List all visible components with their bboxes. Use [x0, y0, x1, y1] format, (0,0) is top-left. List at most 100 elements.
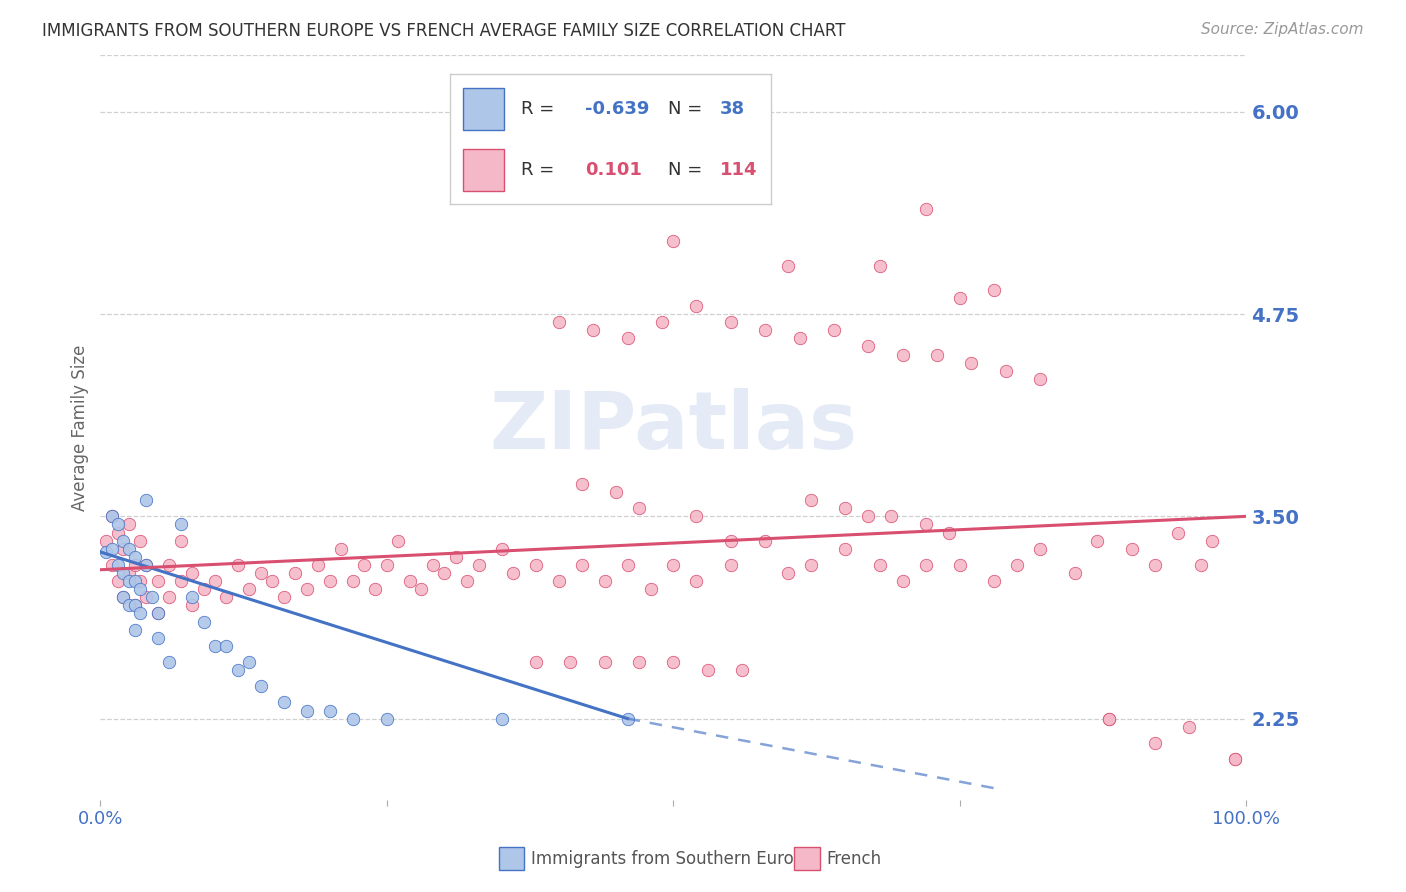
- Point: [101, 509, 124, 524]
- Point: [307, 558, 329, 572]
- Point: [107, 558, 129, 572]
- Point: [273, 695, 295, 709]
- Point: [249, 679, 271, 693]
- Point: [118, 541, 141, 556]
- Point: [651, 315, 673, 329]
- Point: [593, 655, 616, 669]
- Point: [94, 545, 117, 559]
- Point: [94, 533, 117, 548]
- Point: [273, 591, 295, 605]
- Point: [318, 574, 340, 588]
- Point: [112, 533, 135, 548]
- Text: ZIPatlas: ZIPatlas: [489, 388, 858, 467]
- Point: [754, 533, 776, 548]
- Point: [800, 493, 823, 508]
- Point: [914, 558, 936, 572]
- Point: [146, 574, 169, 588]
- Point: [169, 533, 191, 548]
- Point: [834, 501, 856, 516]
- Point: [112, 591, 135, 605]
- Point: [101, 509, 124, 524]
- Point: [582, 323, 605, 337]
- Point: [330, 541, 353, 556]
- Point: [571, 477, 593, 491]
- Point: [524, 137, 547, 152]
- Point: [869, 259, 891, 273]
- Point: [226, 558, 249, 572]
- Point: [204, 574, 226, 588]
- Point: [685, 509, 707, 524]
- Point: [1007, 558, 1029, 572]
- Point: [411, 582, 433, 596]
- Point: [616, 712, 638, 726]
- Point: [129, 533, 152, 548]
- Point: [547, 574, 569, 588]
- Point: [181, 599, 204, 613]
- Point: [249, 566, 271, 580]
- Point: [215, 591, 238, 605]
- Point: [720, 533, 742, 548]
- Point: [858, 509, 880, 524]
- Point: [118, 599, 141, 613]
- Point: [433, 566, 456, 580]
- Point: [1178, 720, 1201, 734]
- Point: [616, 331, 638, 345]
- Point: [129, 582, 152, 596]
- Point: [1223, 752, 1246, 766]
- Point: [157, 558, 180, 572]
- Point: [696, 663, 718, 677]
- Point: [295, 582, 318, 596]
- Point: [800, 558, 823, 572]
- Point: [124, 558, 146, 572]
- Point: [938, 525, 960, 540]
- Point: [891, 574, 914, 588]
- Point: [1098, 712, 1121, 726]
- Point: [135, 493, 157, 508]
- Point: [662, 558, 685, 572]
- Point: [662, 234, 685, 248]
- Point: [491, 712, 513, 726]
- Text: Source: ZipAtlas.com: Source: ZipAtlas.com: [1201, 22, 1364, 37]
- Point: [129, 574, 152, 588]
- Point: [364, 582, 387, 596]
- Point: [640, 582, 662, 596]
- Point: [135, 591, 157, 605]
- Point: [262, 574, 284, 588]
- Point: [456, 574, 478, 588]
- Point: [157, 591, 180, 605]
- Point: [238, 582, 260, 596]
- Text: French: French: [827, 850, 882, 868]
- Point: [605, 485, 627, 500]
- Point: [135, 558, 157, 572]
- Point: [823, 323, 845, 337]
- Point: [491, 541, 513, 556]
- Point: [1063, 566, 1085, 580]
- Point: [342, 574, 364, 588]
- Point: [444, 549, 467, 564]
- Point: [146, 607, 169, 621]
- Point: [524, 655, 547, 669]
- Point: [135, 558, 157, 572]
- Y-axis label: Average Family Size: Average Family Size: [72, 344, 89, 510]
- Point: [914, 202, 936, 216]
- Point: [375, 712, 398, 726]
- Point: [593, 574, 616, 588]
- Point: [375, 558, 398, 572]
- Point: [124, 599, 146, 613]
- Text: IMMIGRANTS FROM SOUTHERN EUROPE VS FRENCH AVERAGE FAMILY SIZE CORRELATION CHART: IMMIGRANTS FROM SOUTHERN EUROPE VS FRENC…: [42, 22, 845, 40]
- Text: Immigrants from Southern Europe: Immigrants from Southern Europe: [531, 850, 815, 868]
- Point: [204, 639, 226, 653]
- Point: [124, 623, 146, 637]
- Point: [342, 712, 364, 726]
- Point: [387, 533, 409, 548]
- Point: [925, 347, 948, 361]
- Point: [112, 566, 135, 580]
- Point: [560, 655, 582, 669]
- Point: [226, 663, 249, 677]
- Point: [880, 509, 903, 524]
- Point: [112, 541, 135, 556]
- Point: [169, 517, 191, 532]
- Point: [118, 574, 141, 588]
- Point: [960, 356, 983, 370]
- Point: [949, 291, 972, 305]
